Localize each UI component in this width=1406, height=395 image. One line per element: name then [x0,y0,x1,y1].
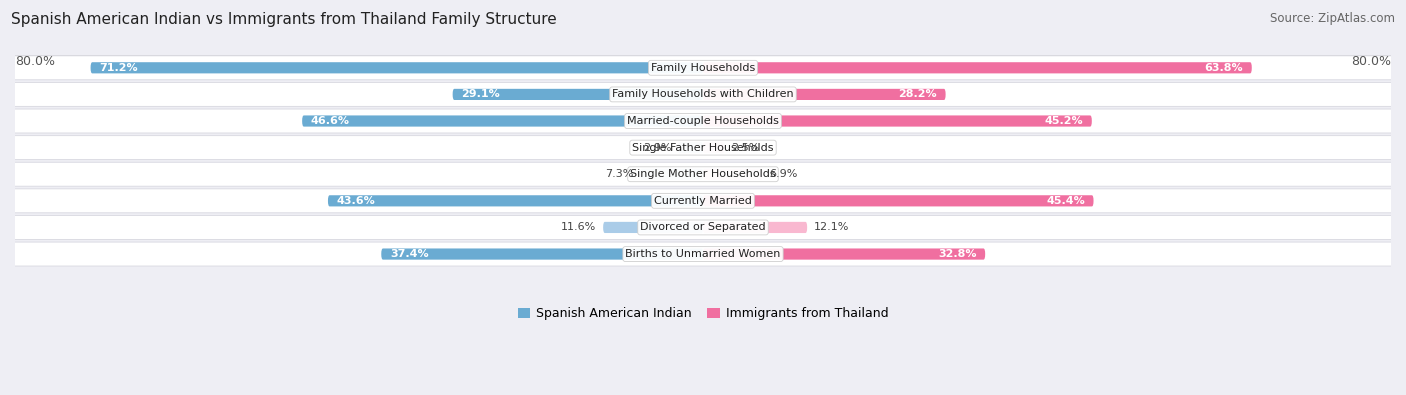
Text: 71.2%: 71.2% [100,63,138,73]
Text: 2.5%: 2.5% [731,143,759,152]
FancyBboxPatch shape [603,222,703,233]
FancyBboxPatch shape [703,169,762,180]
FancyBboxPatch shape [10,242,1396,266]
Text: 80.0%: 80.0% [15,55,55,68]
Text: Family Households: Family Households [651,63,755,73]
Text: Single Mother Households: Single Mother Households [630,169,776,179]
Text: 43.6%: 43.6% [336,196,375,206]
FancyBboxPatch shape [640,169,703,180]
FancyBboxPatch shape [90,62,703,73]
FancyBboxPatch shape [10,215,1396,239]
Legend: Spanish American Indian, Immigrants from Thailand: Spanish American Indian, Immigrants from… [513,302,893,325]
FancyBboxPatch shape [703,222,807,233]
Text: Births to Unmarried Women: Births to Unmarried Women [626,249,780,259]
Text: 63.8%: 63.8% [1205,63,1243,73]
FancyBboxPatch shape [328,195,703,207]
Text: Married-couple Households: Married-couple Households [627,116,779,126]
FancyBboxPatch shape [10,135,1396,160]
FancyBboxPatch shape [703,115,1092,127]
Text: 12.1%: 12.1% [814,222,849,232]
Text: 32.8%: 32.8% [938,249,977,259]
Text: 45.4%: 45.4% [1046,196,1085,206]
FancyBboxPatch shape [10,162,1396,186]
Text: 28.2%: 28.2% [898,89,936,100]
Text: Family Households with Children: Family Households with Children [612,89,794,100]
FancyBboxPatch shape [703,248,986,260]
Text: 6.9%: 6.9% [769,169,797,179]
FancyBboxPatch shape [703,142,724,153]
Text: 46.6%: 46.6% [311,116,350,126]
FancyBboxPatch shape [453,89,703,100]
FancyBboxPatch shape [10,56,1396,80]
Text: Single Father Households: Single Father Households [633,143,773,152]
Text: 45.2%: 45.2% [1045,116,1083,126]
FancyBboxPatch shape [703,62,1251,73]
Text: 2.9%: 2.9% [643,143,671,152]
Text: 37.4%: 37.4% [389,249,429,259]
FancyBboxPatch shape [302,115,703,127]
Text: Divorced or Separated: Divorced or Separated [640,222,766,232]
Text: 80.0%: 80.0% [1351,55,1391,68]
Text: Source: ZipAtlas.com: Source: ZipAtlas.com [1270,12,1395,25]
Text: Currently Married: Currently Married [654,196,752,206]
FancyBboxPatch shape [678,142,703,153]
Text: 11.6%: 11.6% [561,222,596,232]
FancyBboxPatch shape [381,248,703,260]
Text: 29.1%: 29.1% [461,89,501,100]
FancyBboxPatch shape [10,83,1396,106]
FancyBboxPatch shape [703,195,1094,207]
Text: 7.3%: 7.3% [605,169,633,179]
Text: Spanish American Indian vs Immigrants from Thailand Family Structure: Spanish American Indian vs Immigrants fr… [11,12,557,27]
FancyBboxPatch shape [10,109,1396,133]
FancyBboxPatch shape [703,89,946,100]
FancyBboxPatch shape [10,189,1396,213]
